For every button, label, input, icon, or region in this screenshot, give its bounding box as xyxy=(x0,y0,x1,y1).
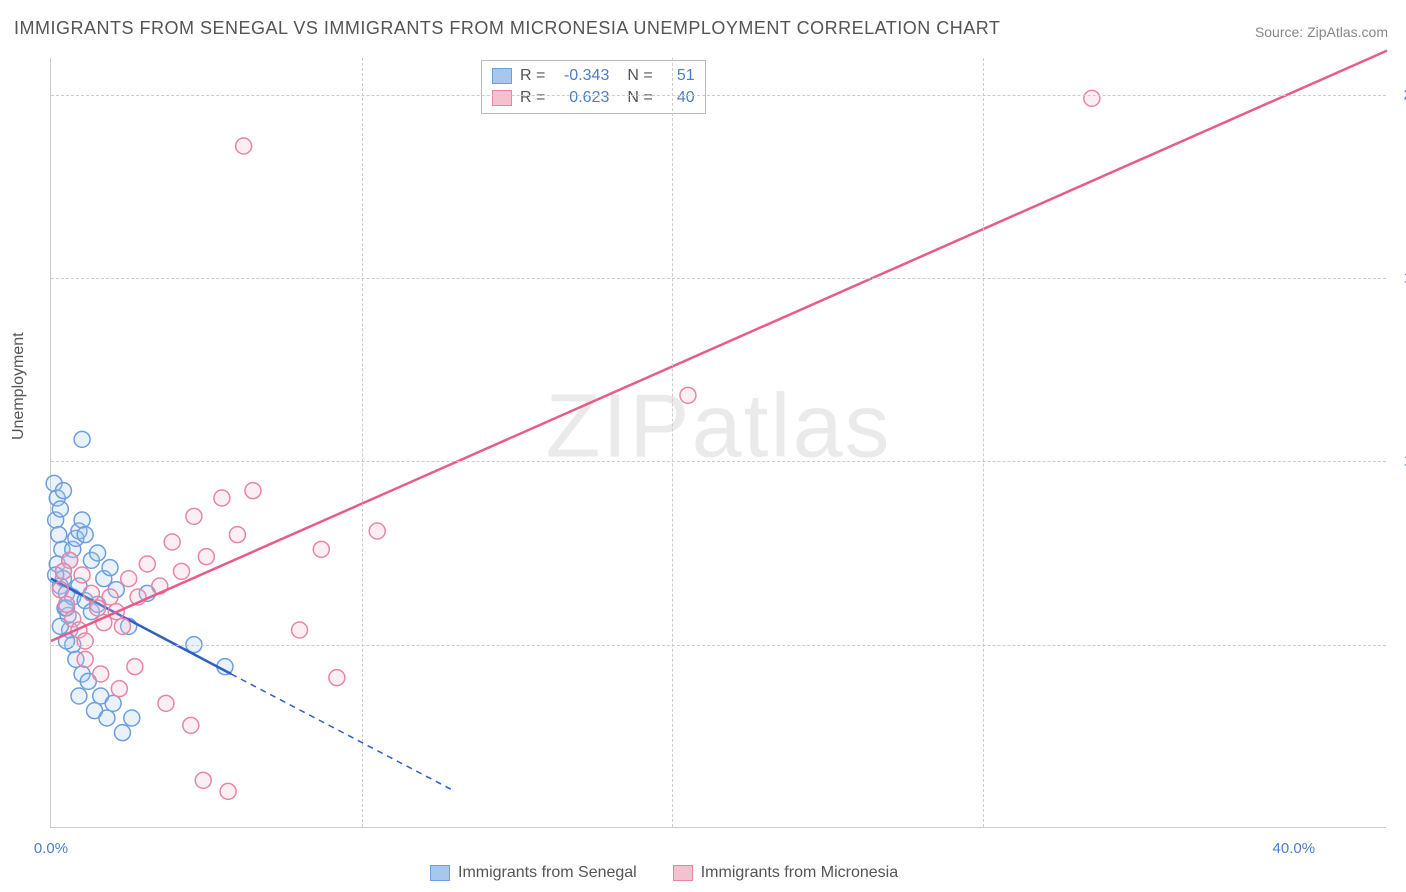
scatter-point xyxy=(183,717,199,733)
scatter-point xyxy=(229,527,245,543)
gridline-horizontal xyxy=(51,645,1386,646)
scatter-point xyxy=(77,633,93,649)
chart-plot-area: ZIPatlas R =-0.343N =51R =0.623N =40 5.0… xyxy=(50,58,1386,828)
y-tick-label: 20.0% xyxy=(1391,86,1406,103)
y-tick-label: 15.0% xyxy=(1391,270,1406,287)
scatter-point xyxy=(55,483,71,499)
scatter-point xyxy=(74,512,90,528)
scatter-point xyxy=(102,589,118,605)
scatter-point xyxy=(77,527,93,543)
legend-item: Immigrants from Senegal xyxy=(430,864,637,882)
scatter-point xyxy=(164,534,180,550)
scatter-point xyxy=(114,725,130,741)
stat-r-label: R = xyxy=(520,65,545,87)
scatter-point xyxy=(214,490,230,506)
trend-line xyxy=(51,51,1387,641)
chart-title: IMMIGRANTS FROM SENEGAL VS IMMIGRANTS FR… xyxy=(14,18,1000,39)
legend-swatch xyxy=(430,865,450,881)
legend-item: Immigrants from Micronesia xyxy=(673,864,898,882)
scatter-point xyxy=(51,527,67,543)
gridline-horizontal xyxy=(51,95,1386,96)
stats-row: R = -0.343 N = 51 xyxy=(492,65,695,87)
source-attribution: Source: ZipAtlas.com xyxy=(1255,24,1388,40)
scatter-point xyxy=(114,618,130,634)
scatter-point xyxy=(59,596,75,612)
gridline-horizontal xyxy=(51,278,1386,279)
scatter-point xyxy=(77,651,93,667)
gridline-horizontal xyxy=(51,461,1386,462)
chart-svg-layer xyxy=(51,58,1386,827)
stat-n-value: 40 xyxy=(661,87,695,109)
scatter-point xyxy=(236,138,252,154)
stat-r-label: R = xyxy=(520,87,545,109)
x-tick-label: 40.0% xyxy=(1273,840,1316,857)
scatter-point xyxy=(158,695,174,711)
scatter-point xyxy=(99,710,115,726)
scatter-point xyxy=(245,483,261,499)
scatter-point xyxy=(292,622,308,638)
scatter-point xyxy=(127,659,143,675)
scatter-point xyxy=(173,563,189,579)
scatter-point xyxy=(220,783,236,799)
scatter-point xyxy=(52,501,68,517)
scatter-point xyxy=(186,508,202,524)
legend-label: Immigrants from Senegal xyxy=(458,864,637,882)
scatter-point xyxy=(329,670,345,686)
gridline-vertical xyxy=(672,58,673,827)
legend-label: Immigrants from Micronesia xyxy=(701,864,898,882)
scatter-point xyxy=(55,563,71,579)
scatter-point xyxy=(195,772,211,788)
y-tick-label: 5.0% xyxy=(1391,636,1406,653)
scatter-point xyxy=(74,567,90,583)
scatter-point xyxy=(52,582,68,598)
legend-swatch xyxy=(492,90,512,106)
x-tick-label: 0.0% xyxy=(34,840,68,857)
gridline-vertical xyxy=(362,58,363,827)
scatter-point xyxy=(74,431,90,447)
stat-n-value: 51 xyxy=(661,65,695,87)
stat-n-label: N = xyxy=(627,87,652,109)
stat-n-label: N = xyxy=(627,65,652,87)
gridline-vertical xyxy=(983,58,984,827)
scatter-point xyxy=(198,549,214,565)
scatter-point xyxy=(369,523,385,539)
scatter-point xyxy=(139,556,155,572)
scatter-point xyxy=(102,560,118,576)
scatter-point xyxy=(90,545,106,561)
stat-r-value: 0.623 xyxy=(553,87,609,109)
legend-swatch xyxy=(673,865,693,881)
scatter-point xyxy=(111,681,127,697)
legend-swatch xyxy=(492,68,512,84)
scatter-point xyxy=(313,541,329,557)
scatter-point xyxy=(105,695,121,711)
trend-line-extrapolated xyxy=(231,674,455,791)
scatter-point xyxy=(71,688,87,704)
scatter-point xyxy=(1084,90,1100,106)
scatter-point xyxy=(93,666,109,682)
bottom-legend: Immigrants from Senegal Immigrants from M… xyxy=(430,864,898,882)
y-tick-label: 10.0% xyxy=(1391,453,1406,470)
scatter-point xyxy=(121,571,137,587)
scatter-point xyxy=(680,387,696,403)
y-axis-label: Unemployment xyxy=(10,332,28,440)
scatter-point xyxy=(124,710,140,726)
stats-row: R = 0.623 N = 40 xyxy=(492,87,695,109)
scatter-point xyxy=(83,585,99,601)
stat-r-value: -0.343 xyxy=(553,65,609,87)
